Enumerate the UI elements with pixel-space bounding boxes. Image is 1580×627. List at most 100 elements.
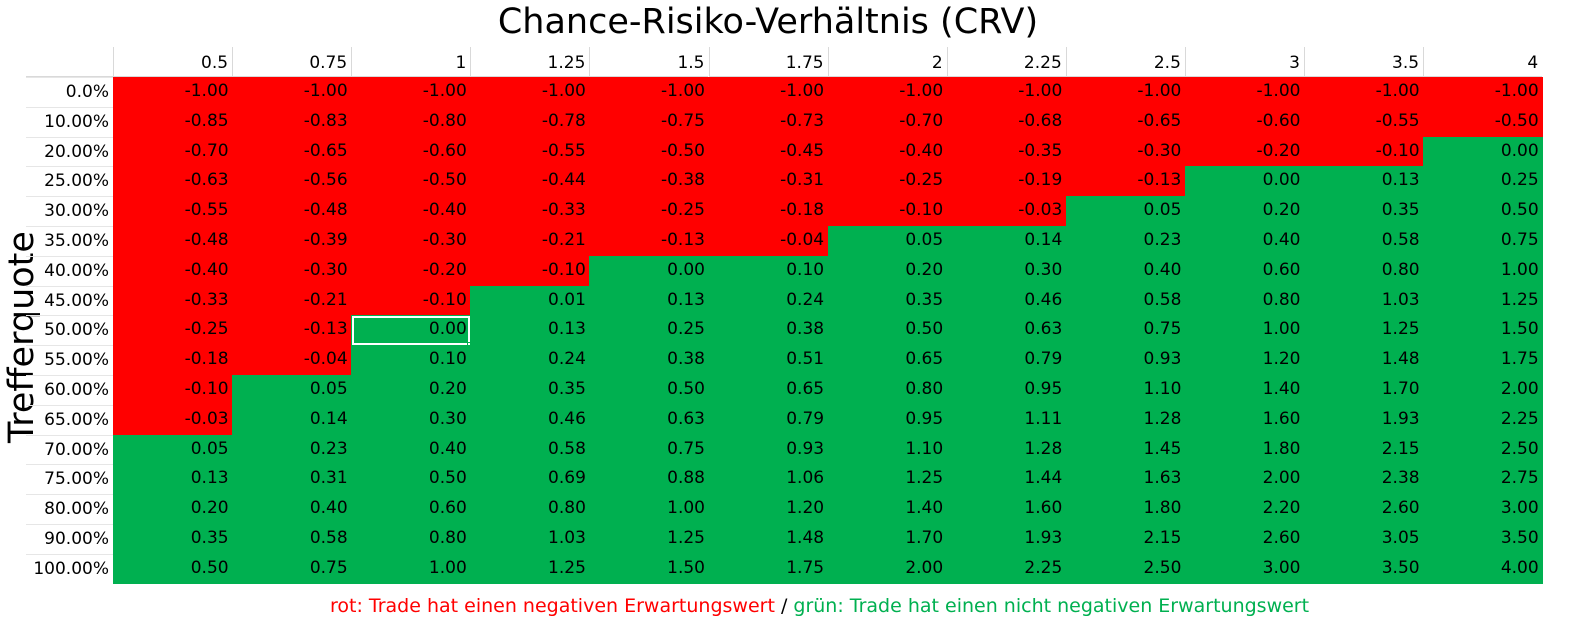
data-cell: 1.48 — [708, 524, 829, 555]
data-cell: 0.40 — [1065, 255, 1186, 287]
data-cell: 1.40 — [1184, 375, 1305, 406]
data-cell: -0.65 — [1065, 106, 1186, 138]
data-cell: 3.00 — [1423, 494, 1543, 525]
data-cell: 1.70 — [827, 524, 948, 555]
data-cell: 1.48 — [1304, 345, 1424, 376]
y-tick-label: 100.00% — [26, 553, 113, 584]
data-cell: 0.93 — [1065, 345, 1186, 376]
data-cell: 0.79 — [946, 345, 1067, 376]
data-cell: 2.38 — [1304, 464, 1424, 495]
data-cell: -0.73 — [708, 106, 829, 138]
data-cell: -0.80 — [351, 106, 471, 138]
data-cell: 0.58 — [1065, 285, 1186, 316]
data-cell: -1.00 — [113, 77, 233, 108]
data-cell: -0.31 — [708, 166, 829, 197]
x-tick-label: 1 — [351, 47, 471, 77]
data-cell: 0.58 — [470, 434, 590, 465]
x-tick-label: 0.75 — [232, 47, 352, 77]
data-cell: 1.75 — [708, 553, 829, 585]
data-cell: -0.10 — [470, 255, 590, 287]
data-cell: 1.60 — [1184, 404, 1305, 436]
data-cell: -0.19 — [946, 166, 1067, 197]
data-cell: 0.58 — [1304, 226, 1424, 257]
data-cell: 0.60 — [1184, 255, 1305, 287]
data-cell: -0.18 — [113, 345, 233, 376]
data-cell: -0.25 — [113, 315, 233, 346]
data-cell: 0.80 — [827, 375, 948, 406]
data-cell: -0.18 — [708, 196, 829, 227]
data-cell: 0.35 — [1304, 196, 1424, 227]
data-cell: 0.79 — [708, 404, 829, 436]
data-cell: -0.83 — [232, 106, 352, 138]
heatmap-grid: 0.5 0.75 1 1.25 1.5 1.75 2 2.25 2.5 3 3.5 4 0.0% -1.0… — [26, 47, 1543, 585]
legend-negative-text: rot: Trade hat einen negativen Erwartung… — [330, 595, 775, 617]
data-cell: 0.40 — [1184, 226, 1305, 257]
data-cell: -1.00 — [1304, 77, 1424, 108]
data-cell: 0.01 — [470, 285, 590, 316]
data-cell: 0.63 — [946, 315, 1067, 346]
data-cell: 1.10 — [1065, 375, 1186, 406]
y-tick-label: 30.00% — [26, 196, 113, 226]
data-cell: -0.04 — [708, 226, 829, 257]
data-cell: 0.63 — [589, 404, 709, 436]
data-cell: -0.68 — [946, 106, 1067, 138]
data-cell: -0.40 — [351, 196, 471, 227]
data-cell: -0.10 — [113, 375, 233, 406]
data-cell: 0.20 — [113, 494, 233, 525]
data-cell: 2.15 — [1304, 434, 1424, 465]
x-tick-label: 0.5 — [113, 47, 233, 77]
data-cell: 0.30 — [351, 404, 471, 436]
data-cell: 0.65 — [827, 345, 948, 376]
data-cell: 0.69 — [470, 464, 590, 495]
data-cell: 1.03 — [470, 524, 590, 555]
legend-positive-text: grün: Trade hat einen nicht negativen Er… — [793, 595, 1310, 617]
data-cell: 1.10 — [827, 434, 948, 465]
data-cell: -0.56 — [232, 166, 352, 197]
data-cell: 0.75 — [1065, 315, 1186, 346]
data-cell: 0.00 — [1184, 166, 1305, 197]
y-tick-label: 55.00% — [26, 345, 113, 375]
y-tick-label: 0.0% — [26, 77, 113, 107]
data-cell: 1.28 — [1065, 404, 1186, 436]
selected-data-cell[interactable]: 0.00 — [351, 315, 471, 346]
y-tick-label: 45.00% — [26, 285, 113, 316]
y-tick-label: 70.00% — [26, 434, 113, 465]
data-cell: -0.63 — [113, 166, 233, 197]
data-cell: 0.38 — [589, 345, 709, 376]
data-cell: 0.95 — [827, 404, 948, 436]
data-cell: 2.25 — [946, 553, 1067, 585]
data-cell: -0.30 — [1065, 136, 1186, 167]
data-cell: -0.03 — [113, 404, 233, 436]
data-cell: 2.50 — [1065, 553, 1186, 585]
data-cell: 0.80 — [470, 494, 590, 525]
data-cell: -1.00 — [589, 77, 709, 108]
data-cell: 1.25 — [827, 464, 948, 495]
data-cell: -0.48 — [232, 196, 352, 227]
data-cell: 3.50 — [1423, 524, 1543, 555]
x-tick-label: 4 — [1423, 47, 1543, 77]
x-tick-label: 3.5 — [1304, 47, 1424, 77]
data-cell: 4.00 — [1423, 553, 1543, 585]
data-cell: -0.60 — [351, 136, 471, 167]
data-cell: 0.60 — [351, 494, 471, 525]
x-tick-label: 3 — [1184, 47, 1304, 77]
data-cell: 0.20 — [1184, 196, 1305, 227]
data-cell: -0.85 — [113, 106, 233, 138]
data-cell: -0.10 — [1304, 136, 1424, 167]
data-cell: 2.50 — [1423, 434, 1543, 465]
data-cell: -1.00 — [470, 77, 590, 108]
data-cell: 0.24 — [470, 345, 590, 376]
data-cell: 1.25 — [589, 524, 709, 555]
data-cell: 1.11 — [946, 404, 1067, 436]
data-cell: 2.15 — [1065, 524, 1186, 555]
data-cell: 1.20 — [708, 494, 829, 525]
data-cell: -0.21 — [470, 226, 590, 257]
data-cell: 1.50 — [1423, 315, 1543, 346]
data-cell: -0.20 — [351, 255, 471, 287]
x-tick-label: 1.5 — [589, 47, 709, 77]
data-cell: 1.00 — [589, 494, 709, 525]
data-cell: 0.80 — [1304, 255, 1424, 287]
data-cell: -0.20 — [1184, 136, 1305, 167]
x-tick-label: 1.75 — [708, 47, 828, 77]
data-cell: 0.50 — [113, 553, 233, 585]
